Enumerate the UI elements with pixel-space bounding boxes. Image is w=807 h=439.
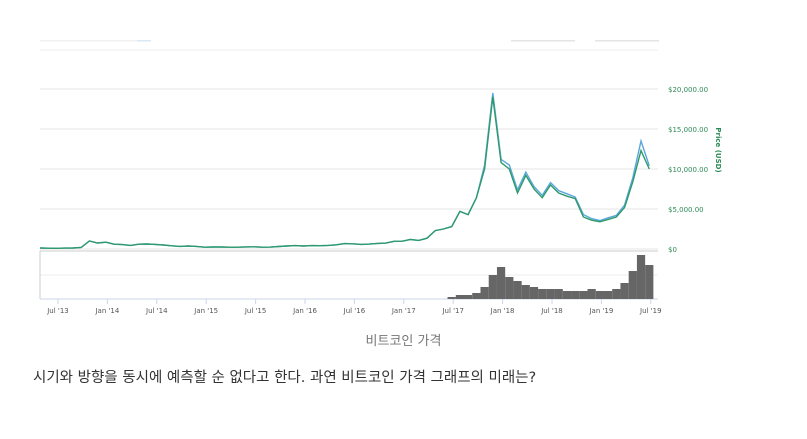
y-tick-label: $15,000.00 xyxy=(668,126,708,134)
volume-bar xyxy=(628,271,637,299)
x-tick-label: Jul '16 xyxy=(343,307,366,315)
volume-bar xyxy=(620,283,629,299)
y-tick-label: $20,000.00 xyxy=(668,86,708,94)
volume-bar xyxy=(521,285,530,299)
x-tick-label: Jan '19 xyxy=(588,307,613,315)
x-tick-label: Jul '18 xyxy=(540,307,563,315)
volume-bar xyxy=(472,293,481,299)
volume-bar xyxy=(496,267,506,299)
volume-bar xyxy=(464,295,473,299)
volume-bar xyxy=(447,297,456,299)
y-axis-label: Price (USD) xyxy=(714,127,722,172)
y-tick-label: $10,000.00 xyxy=(668,166,708,174)
body-paragraph: 시기와 방향을 동시에 예측할 순 없다고 한다. 과연 비트코인 가격 그래프… xyxy=(33,370,537,386)
volume-bar xyxy=(455,295,465,299)
volume-bar xyxy=(546,289,555,299)
x-tick-label: Jul '17 xyxy=(441,307,464,315)
volume-bar xyxy=(538,289,547,299)
x-tick-label: Jul '13 xyxy=(46,307,69,315)
x-tick-label: Jan '14 xyxy=(94,307,119,315)
toolbar-faded xyxy=(40,40,659,51)
volume-bar xyxy=(612,289,621,299)
price-line-blue xyxy=(39,92,650,250)
volume-bar xyxy=(571,291,580,299)
volume-bar xyxy=(505,277,514,299)
volume-bar xyxy=(562,291,572,299)
chart-caption: 비트코인 가격 xyxy=(365,334,442,349)
x-tick-label: Jul '19 xyxy=(639,307,662,315)
price-line-green xyxy=(39,96,650,250)
x-tick-label: Jul '15 xyxy=(244,307,267,315)
volume-bar xyxy=(488,275,497,299)
volume-bar xyxy=(529,287,539,299)
x-tick-label: Jan '15 xyxy=(193,307,218,315)
date-from-input[interactable] xyxy=(511,40,575,42)
y-tick-label: $0 xyxy=(668,246,677,254)
volume-bar xyxy=(587,289,596,299)
bitcoin-price-chart: $0 $5,000.00 $10,000.00 $15,000.00 $20,000.0… xyxy=(39,40,722,315)
volume-bar xyxy=(645,265,654,299)
x-tick-label: Jan '17 xyxy=(391,307,416,315)
volume-bar xyxy=(595,291,604,299)
volume-bar xyxy=(554,289,563,299)
volume-bar xyxy=(513,281,522,299)
range-selector-buttons[interactable] xyxy=(40,40,150,42)
volume-bar xyxy=(480,287,489,299)
volume-bar xyxy=(603,291,613,299)
range-selector-active[interactable] xyxy=(137,40,151,42)
x-tick-label: Jan '16 xyxy=(292,307,317,315)
y-tick-label: $5,000.00 xyxy=(668,206,704,214)
x-tick-label: Jul '14 xyxy=(145,307,168,315)
volume-bar xyxy=(579,291,588,299)
volume-bar xyxy=(636,255,646,299)
date-to-input[interactable] xyxy=(595,40,659,42)
x-tick-label: Jan '18 xyxy=(490,307,515,315)
